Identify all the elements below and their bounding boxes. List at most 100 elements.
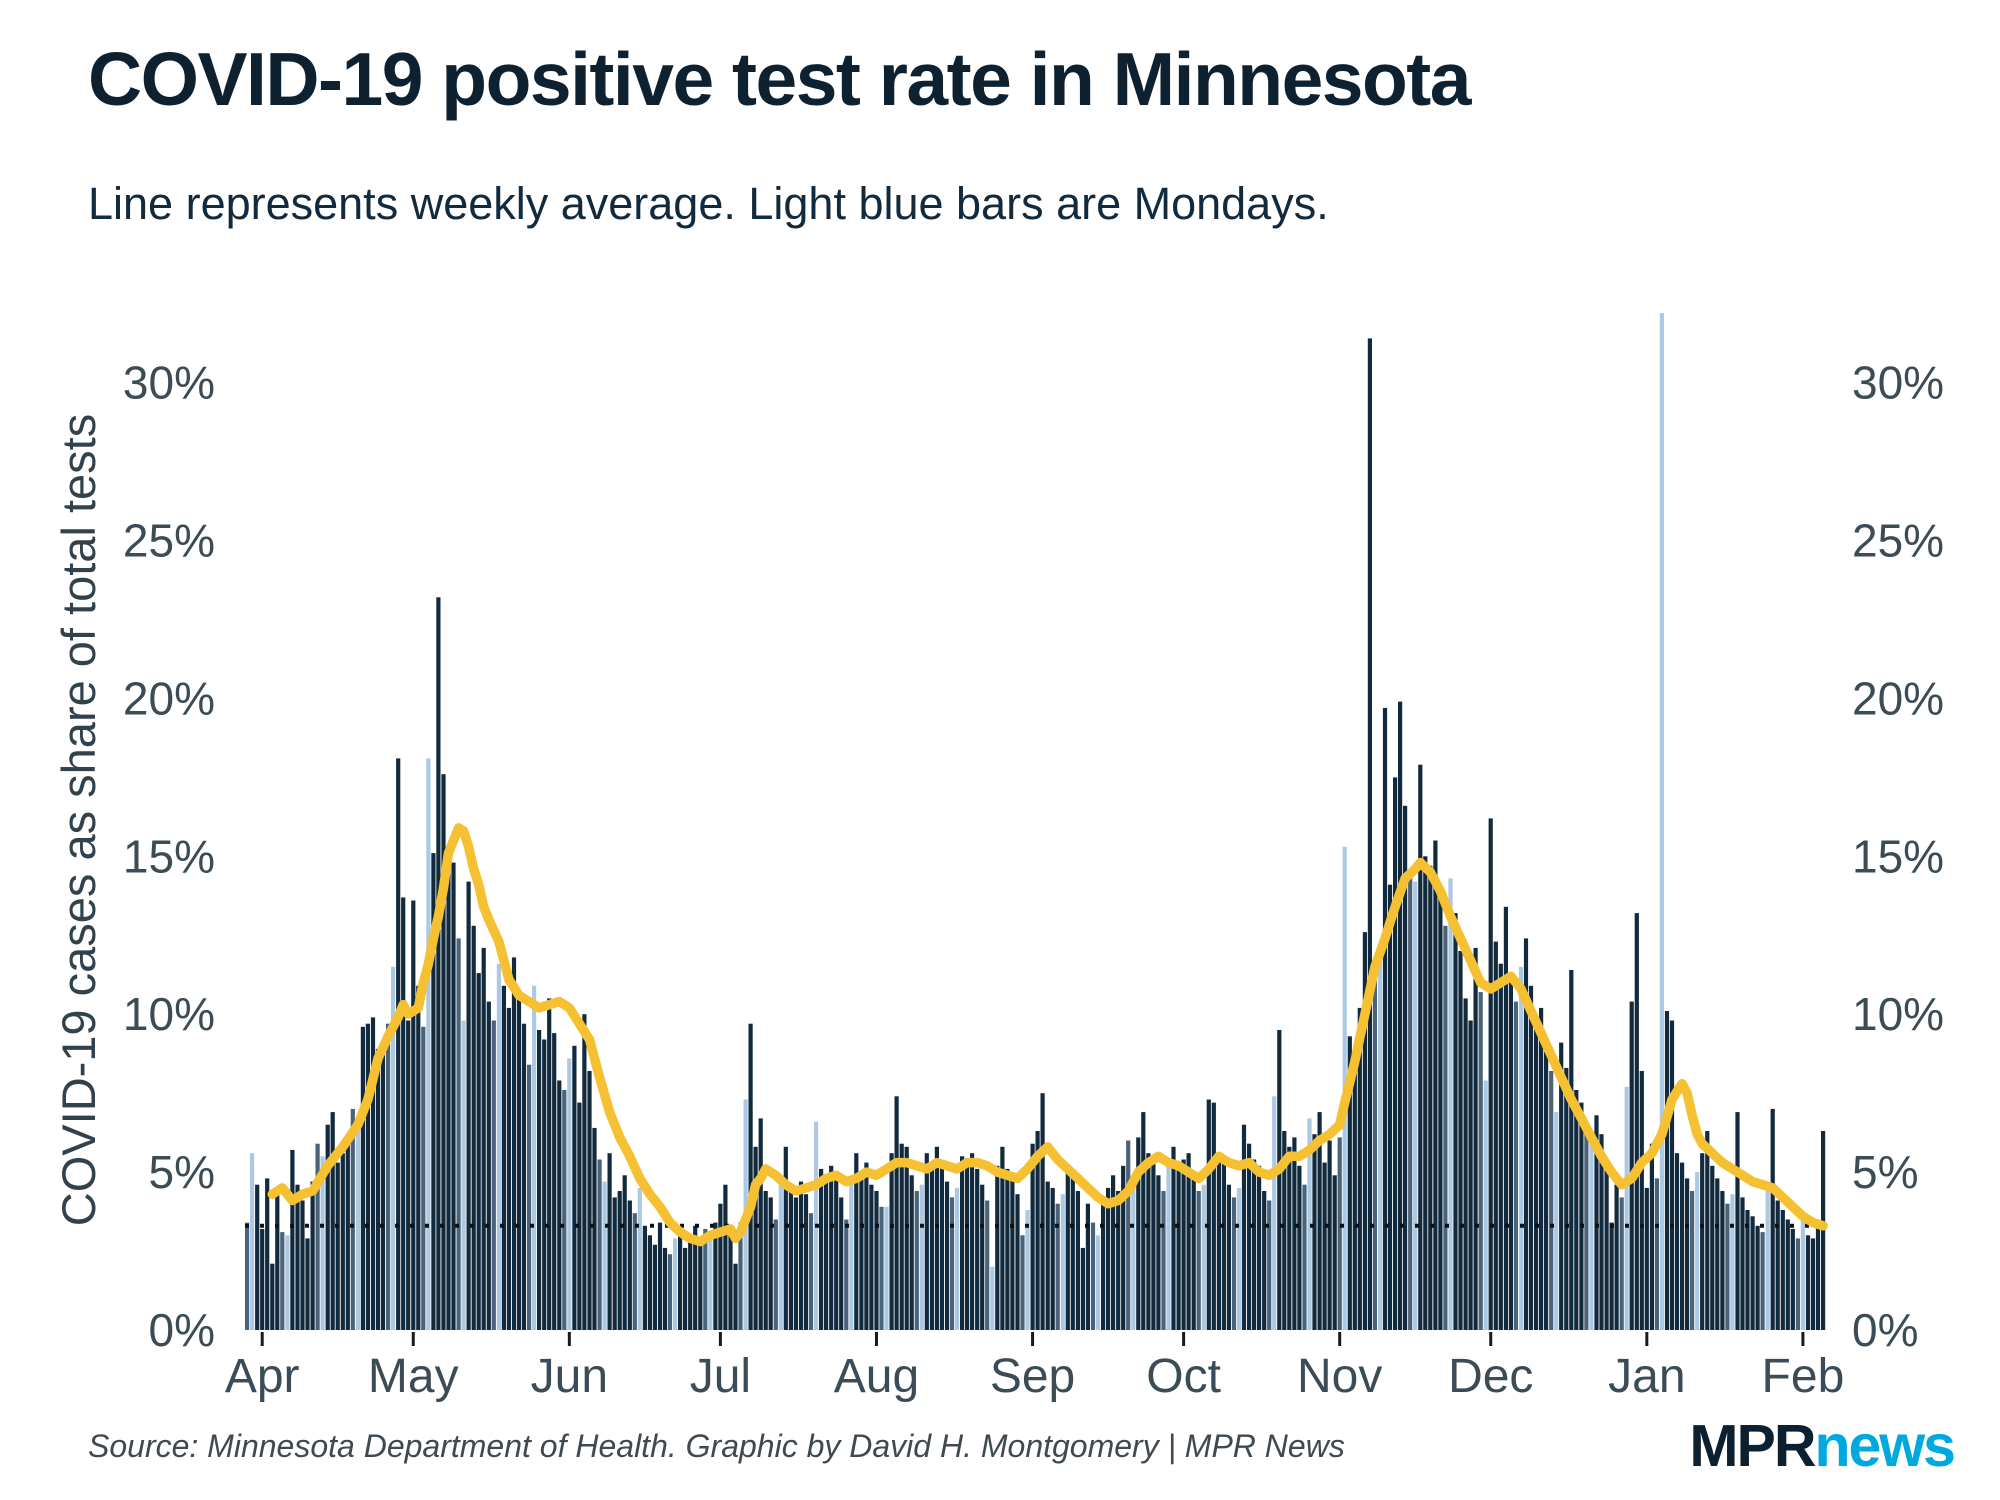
y-axis-label-right: 20% [1852, 672, 1944, 724]
y-axis-label-left: 30% [123, 357, 215, 409]
daily-bar [1458, 951, 1463, 1330]
daily-bar [1544, 1052, 1549, 1330]
monday-bar [1448, 878, 1453, 1330]
daily-bar [547, 998, 552, 1330]
daily-bar [1433, 840, 1438, 1330]
daily-bar [753, 1146, 758, 1330]
daily-bar [1327, 1140, 1332, 1330]
daily-bar [265, 1178, 270, 1330]
daily-bar [421, 1026, 426, 1330]
daily-bar [1055, 1203, 1060, 1330]
daily-bar [310, 1181, 315, 1330]
monday-bar [1095, 1235, 1101, 1330]
monday-bar [320, 1156, 325, 1330]
daily-bar [829, 1165, 834, 1330]
daily-bar [411, 900, 416, 1330]
daily-bar [688, 1235, 693, 1330]
daily-bar [436, 597, 441, 1330]
daily-bar [960, 1156, 965, 1330]
source-credit: Source: Minnesota Department of Health. … [88, 1428, 1345, 1464]
daily-bar [1080, 1247, 1085, 1330]
daily-bar [1604, 1162, 1609, 1330]
daily-bar [1428, 865, 1433, 1330]
monday-bar [1518, 966, 1524, 1330]
daily-bar [808, 1213, 814, 1330]
daily-bar [1438, 897, 1443, 1330]
monday-bar [391, 966, 396, 1330]
daily-bar [1503, 906, 1508, 1330]
daily-bar [1418, 764, 1423, 1330]
daily-bar [406, 1020, 411, 1330]
daily-bar [1393, 777, 1398, 1330]
daily-bar [1805, 1235, 1811, 1330]
daily-bar [1569, 970, 1574, 1330]
daily-bar [330, 1112, 335, 1330]
daily-bar [1287, 1146, 1292, 1330]
monday-bar [1589, 1143, 1594, 1330]
y-axis-label-left: 10% [123, 988, 215, 1040]
daily-bar [597, 1159, 602, 1330]
daily-bar [1156, 1175, 1161, 1330]
daily-bar [1468, 1020, 1473, 1330]
monday-bar [778, 1175, 783, 1330]
daily-bar [1171, 1146, 1176, 1330]
daily-bar [1398, 701, 1403, 1330]
daily-bar [1337, 1137, 1342, 1330]
daily-bar [924, 1153, 929, 1330]
daily-bar [1352, 1058, 1357, 1330]
daily-bar [864, 1162, 869, 1330]
daily-bar [763, 1191, 768, 1330]
daily-bar [657, 1222, 663, 1330]
daily-bar [491, 1020, 496, 1330]
daily-bar [889, 1153, 894, 1330]
daily-bar [758, 1118, 763, 1330]
daily-bar [738, 1222, 743, 1330]
daily-bar [1372, 970, 1377, 1330]
daily-bar [245, 1222, 250, 1330]
monday-bar [1765, 1191, 1770, 1330]
daily-bar [819, 1168, 824, 1330]
monday-bar [1307, 1118, 1312, 1330]
daily-bar [1106, 1187, 1111, 1330]
monday-bar [1131, 1178, 1136, 1330]
daily-bar [1277, 1030, 1282, 1330]
daily-bar [1357, 1007, 1362, 1330]
daily-bar [1790, 1228, 1795, 1330]
daily-bar [1000, 1146, 1005, 1330]
daily-bar [360, 1026, 365, 1330]
x-axis-month-label: May [368, 1350, 459, 1403]
daily-bar [1312, 1134, 1317, 1330]
daily-bar [748, 1023, 753, 1330]
daily-bar [456, 938, 461, 1330]
daily-bar [370, 1017, 376, 1330]
daily-bar [1141, 1112, 1146, 1330]
daily-bar [1493, 941, 1498, 1330]
daily-bar [527, 1064, 532, 1330]
daily-bar [1584, 1127, 1589, 1330]
daily-bar [788, 1187, 793, 1330]
y-axis-label-left: 5% [149, 1146, 215, 1198]
daily-bar [481, 947, 486, 1330]
daily-bar [995, 1165, 1000, 1330]
daily-bar [1674, 1153, 1680, 1330]
daily-bar [1015, 1194, 1020, 1330]
daily-bar [667, 1254, 673, 1330]
daily-bar [1116, 1191, 1121, 1330]
daily-bar [1216, 1153, 1221, 1330]
daily-bar [1151, 1156, 1156, 1330]
daily-bar [587, 1071, 592, 1330]
daily-bar [325, 1124, 330, 1330]
monday-bar [426, 758, 431, 1330]
daily-bar [1241, 1124, 1247, 1330]
x-axis-month-label: Jul [690, 1350, 751, 1403]
monday-bar [1659, 313, 1664, 1331]
daily-bar [1815, 1222, 1821, 1330]
monday-bar [849, 1181, 854, 1330]
daily-bar [386, 1023, 391, 1330]
daily-bar [1654, 1178, 1659, 1330]
daily-bar [1775, 1200, 1780, 1330]
daily-bar [1564, 1067, 1569, 1330]
monday-bar [250, 1153, 255, 1330]
daily-bar [335, 1162, 340, 1330]
daily-bar [899, 1143, 904, 1330]
